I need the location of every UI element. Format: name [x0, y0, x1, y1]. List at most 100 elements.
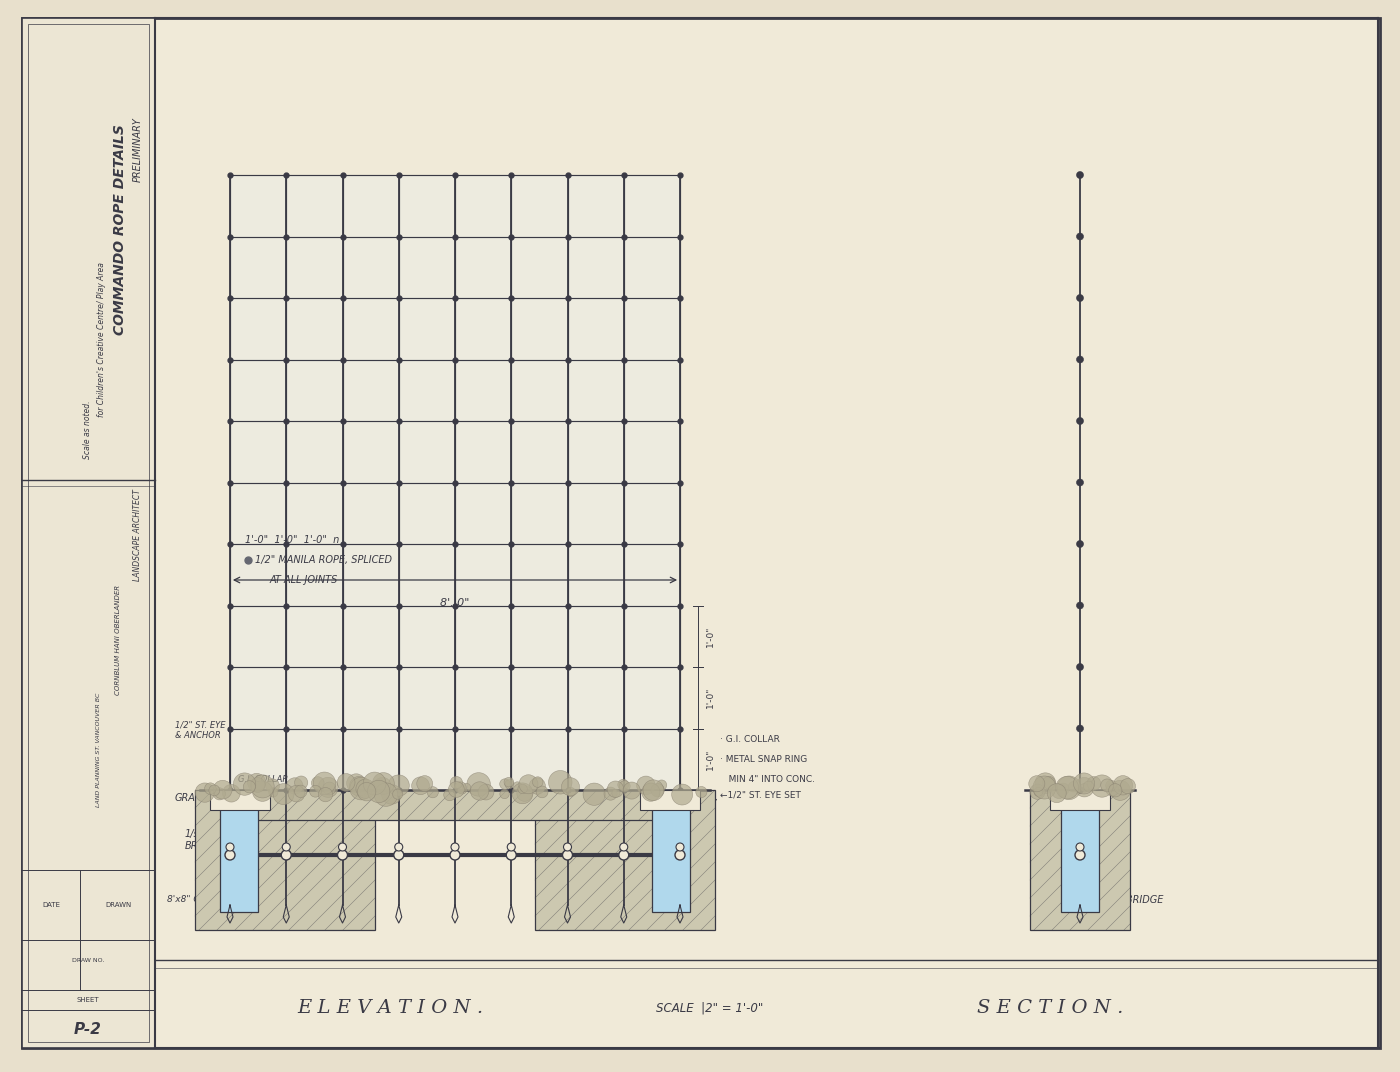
Circle shape — [294, 785, 307, 798]
Circle shape — [536, 786, 547, 798]
Circle shape — [617, 779, 629, 790]
Circle shape — [1033, 776, 1056, 799]
Text: LANDSCAPE ARCHITECT: LANDSCAPE ARCHITECT — [133, 489, 143, 581]
Text: GRADE: GRADE — [175, 793, 210, 803]
Circle shape — [323, 783, 336, 794]
Circle shape — [455, 781, 466, 793]
Circle shape — [458, 786, 466, 794]
Bar — [1030, 790, 1130, 930]
Text: LAND PLANNING ST. VANCOUVER BC: LAND PLANNING ST. VANCOUVER BC — [95, 693, 101, 807]
Circle shape — [1077, 479, 1084, 486]
Circle shape — [1057, 776, 1081, 800]
Circle shape — [1106, 780, 1116, 791]
Circle shape — [368, 780, 389, 803]
Circle shape — [287, 778, 302, 794]
Text: COMMANDO ROPE DETAILS: COMMANDO ROPE DETAILS — [113, 124, 127, 336]
Circle shape — [311, 777, 323, 789]
Circle shape — [1077, 417, 1084, 425]
Circle shape — [449, 850, 461, 860]
Circle shape — [637, 776, 655, 794]
Circle shape — [641, 783, 659, 801]
Text: P-2: P-2 — [74, 1023, 102, 1038]
Circle shape — [1077, 787, 1084, 793]
Text: G.I. COLLAR: G.I. COLLAR — [238, 775, 288, 785]
Bar — [535, 790, 715, 930]
Text: · METAL SNAP RING: · METAL SNAP RING — [720, 756, 808, 764]
Circle shape — [507, 850, 517, 860]
Circle shape — [1077, 664, 1084, 670]
Circle shape — [318, 788, 333, 802]
Circle shape — [314, 772, 336, 794]
Circle shape — [244, 780, 256, 793]
Bar — [195, 790, 375, 930]
Text: 8'. 0": 8'. 0" — [441, 598, 469, 608]
Circle shape — [392, 789, 403, 800]
Circle shape — [563, 843, 571, 851]
Circle shape — [448, 781, 465, 798]
Circle shape — [512, 781, 522, 791]
Circle shape — [356, 779, 375, 799]
Bar — [640, 790, 700, 810]
Circle shape — [251, 777, 265, 792]
Circle shape — [283, 843, 290, 851]
Bar — [1050, 790, 1110, 810]
Circle shape — [451, 776, 462, 789]
Text: DATE: DATE — [42, 902, 60, 908]
Circle shape — [1068, 781, 1078, 792]
Circle shape — [213, 788, 225, 800]
Circle shape — [1110, 780, 1130, 801]
Text: SCALE  |2" = 1'-0": SCALE |2" = 1'-0" — [657, 1001, 763, 1014]
Circle shape — [1035, 787, 1043, 796]
Bar — [652, 802, 690, 912]
Text: DRAW NO.: DRAW NO. — [71, 957, 104, 963]
Circle shape — [374, 783, 398, 806]
Circle shape — [350, 776, 370, 796]
Circle shape — [395, 843, 403, 851]
Circle shape — [507, 843, 515, 851]
Text: 8'x8" CONC. PER: 8'x8" CONC. PER — [167, 895, 244, 905]
Circle shape — [1047, 784, 1067, 803]
Text: 1/s
BRIDGE: 1/s BRIDGE — [185, 830, 223, 851]
Circle shape — [273, 784, 294, 805]
Circle shape — [347, 774, 365, 792]
Circle shape — [651, 784, 665, 796]
Circle shape — [1074, 773, 1095, 794]
Text: S E C T I O N .: S E C T I O N . — [977, 999, 1123, 1017]
Bar — [28, 24, 148, 1042]
Circle shape — [209, 785, 220, 795]
Circle shape — [1030, 784, 1046, 800]
Circle shape — [363, 772, 386, 794]
Circle shape — [372, 773, 395, 794]
Circle shape — [223, 785, 241, 802]
Circle shape — [204, 783, 216, 794]
Text: · G.I. COLLAR: · G.I. COLLAR — [720, 735, 780, 744]
Circle shape — [1075, 777, 1093, 796]
Circle shape — [1051, 784, 1067, 799]
Circle shape — [1077, 602, 1084, 609]
Text: AT ALL JOINTS: AT ALL JOINTS — [270, 575, 339, 585]
Circle shape — [612, 789, 620, 798]
Circle shape — [388, 775, 409, 796]
Circle shape — [252, 781, 273, 802]
Bar — [1061, 802, 1099, 912]
Circle shape — [504, 777, 514, 787]
Circle shape — [213, 780, 232, 799]
Circle shape — [518, 785, 528, 793]
Text: CORNBLUM HANI OBERLANDER: CORNBLUM HANI OBERLANDER — [115, 585, 120, 695]
Circle shape — [529, 778, 546, 794]
Circle shape — [427, 787, 438, 798]
Circle shape — [444, 789, 455, 801]
Circle shape — [561, 777, 580, 795]
Circle shape — [1077, 843, 1084, 851]
Circle shape — [470, 781, 489, 800]
Circle shape — [619, 850, 629, 860]
Circle shape — [608, 781, 624, 798]
Circle shape — [294, 776, 308, 789]
Circle shape — [676, 843, 685, 851]
Circle shape — [417, 776, 433, 791]
Circle shape — [339, 843, 347, 851]
Text: 1'-0": 1'-0" — [706, 748, 715, 770]
Circle shape — [1057, 784, 1070, 795]
Circle shape — [1081, 784, 1089, 792]
Circle shape — [462, 784, 470, 792]
